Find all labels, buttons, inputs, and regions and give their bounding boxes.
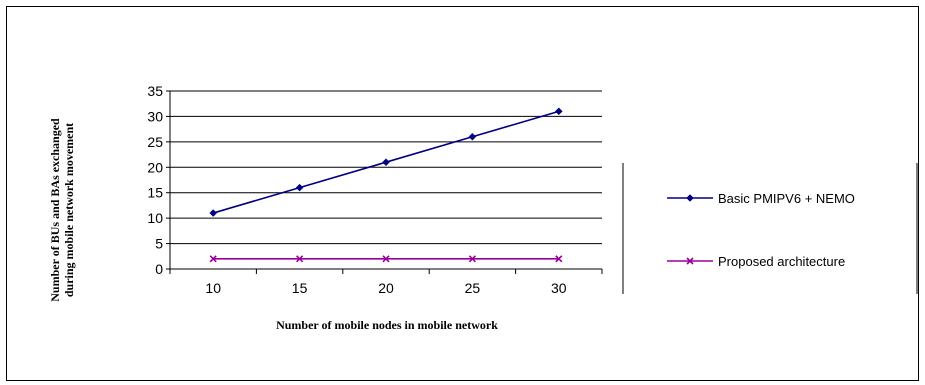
legend: Basic PMIPV6 + NEMO Proposed architecture bbox=[667, 191, 855, 269]
series-2-point-20-stroke-b bbox=[382, 255, 390, 263]
y-tick-label-15: 15 bbox=[147, 185, 163, 201]
y-tick-label-0: 0 bbox=[155, 261, 163, 277]
series-1-point-30 bbox=[554, 107, 563, 116]
legend-marker-1 bbox=[686, 194, 694, 202]
series-2-point-30 bbox=[555, 255, 563, 263]
legend-item-2: Proposed architecture bbox=[667, 254, 845, 269]
y-tick-label-20: 20 bbox=[147, 159, 163, 175]
x-tick-label-10: 10 bbox=[205, 280, 221, 296]
y-axis-title: Number of BUs and BAs exchanged during m… bbox=[48, 118, 76, 302]
series-2-point-25 bbox=[468, 255, 476, 263]
legend-item-1: Basic PMIPV6 + NEMO bbox=[667, 191, 855, 206]
y-tick-label-30: 30 bbox=[147, 108, 163, 124]
y-axis-title-line-1: Number of BUs and BAs exchanged bbox=[48, 118, 62, 302]
x-tick-label-30: 30 bbox=[551, 280, 567, 296]
y-tick-labels: 0 5 10 15 20 25 30 35 bbox=[147, 83, 163, 277]
y-axis-title-line-2: during mobile network movement bbox=[62, 123, 76, 297]
chart-frame bbox=[6, 6, 919, 381]
x-tick-labels: 10 15 20 25 30 bbox=[205, 280, 566, 296]
y-tick-label-25: 25 bbox=[147, 134, 163, 150]
series-2-point-20 bbox=[382, 255, 390, 263]
x-tick-label-20: 20 bbox=[378, 280, 394, 296]
axes bbox=[166, 90, 603, 274]
series-2-point-15 bbox=[296, 255, 304, 263]
series-1-point-20 bbox=[382, 158, 390, 167]
series-1-point-15 bbox=[295, 183, 304, 192]
series-1-point-10 bbox=[209, 209, 218, 217]
gridlines bbox=[170, 90, 602, 245]
y-tick-label-35: 35 bbox=[147, 83, 163, 99]
series-2-point-30-stroke-b bbox=[555, 255, 563, 263]
series-2-point-15-stroke-b bbox=[296, 255, 304, 263]
series-1-point-25 bbox=[468, 132, 477, 141]
legend-marker-2 bbox=[686, 257, 694, 265]
y-tick-label-5: 5 bbox=[155, 236, 163, 252]
series-2-point-25-stroke-b bbox=[468, 255, 476, 263]
x-tick-label-25: 25 bbox=[465, 280, 481, 296]
series-2-point-10-stroke-b bbox=[209, 255, 217, 263]
x-tick-label-15: 15 bbox=[292, 280, 308, 296]
x-axis-title: Number of mobile nodes in mobile network bbox=[276, 318, 498, 332]
y-tick-label-10: 10 bbox=[147, 210, 163, 226]
series-2-point-10 bbox=[209, 255, 217, 263]
series-layer bbox=[209, 107, 563, 263]
legend-label-1: Basic PMIPV6 + NEMO bbox=[718, 191, 855, 206]
legend-label-2: Proposed architecture bbox=[718, 254, 845, 269]
legend-marker-2-stroke-b bbox=[686, 257, 694, 265]
